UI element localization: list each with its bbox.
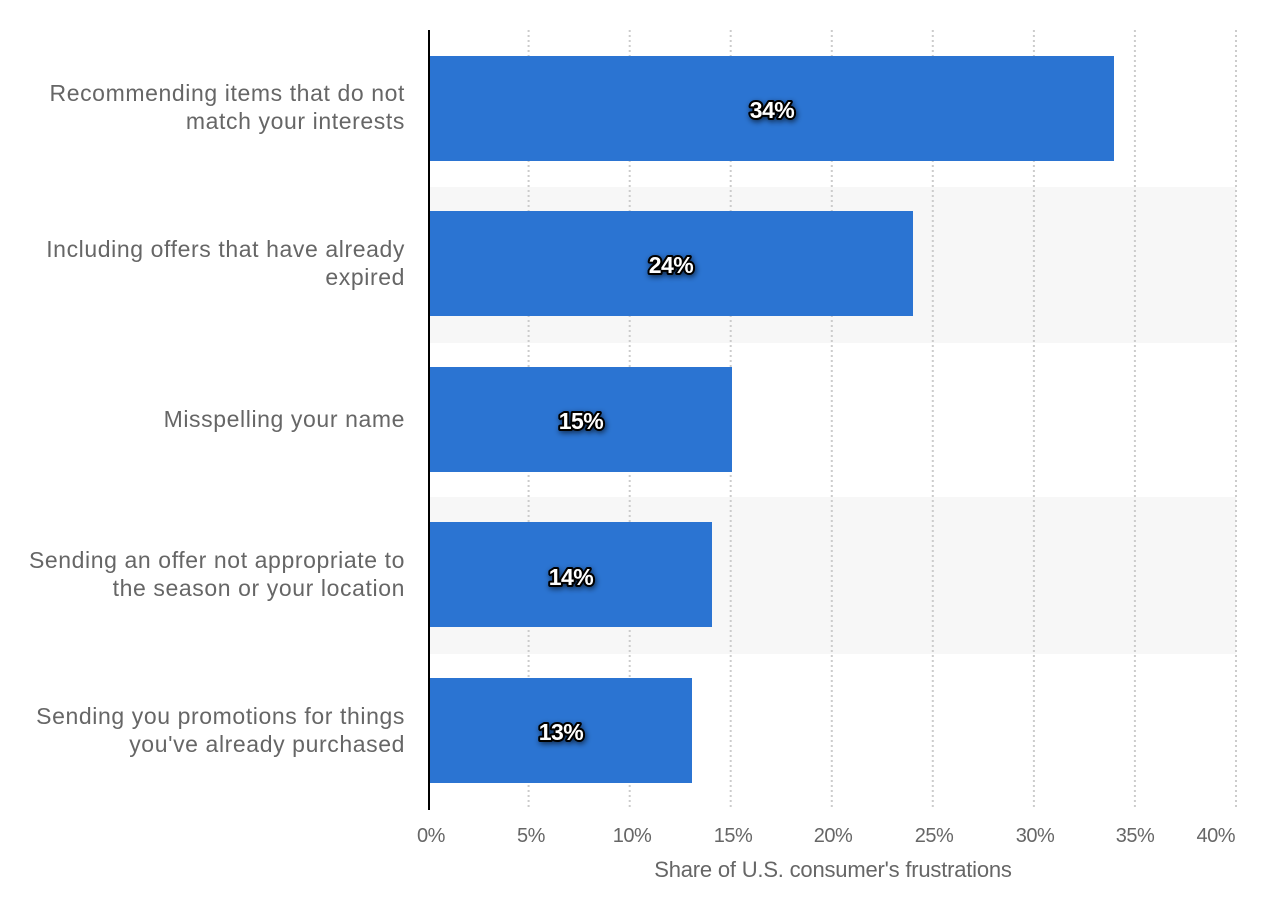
svg-text:13%: 13% [539, 719, 584, 745]
svg-text:34%: 34% [750, 97, 795, 123]
svg-text:15%: 15% [559, 408, 604, 434]
svg-text:24%: 24% [649, 252, 694, 278]
svg-text:14%: 14% [549, 564, 594, 590]
